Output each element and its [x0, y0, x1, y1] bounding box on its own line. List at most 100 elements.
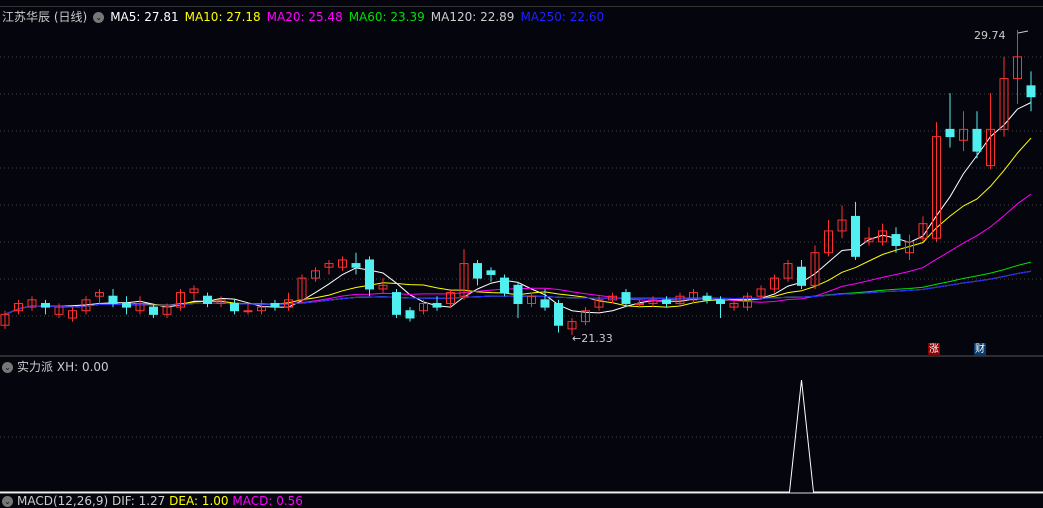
macd-dea: DEA: 1.00: [169, 494, 229, 508]
candle-body: [581, 310, 590, 323]
candle-body: [783, 263, 793, 279]
candle-body: [743, 295, 752, 308]
candle-body: [729, 302, 739, 308]
candle-body: [770, 277, 779, 290]
candle-body: [108, 295, 118, 304]
candle-body: [851, 215, 860, 257]
zhang-badge[interactable]: 涨: [928, 343, 940, 356]
candle-body: [270, 302, 280, 308]
ma-legend-item: MA120: 22.89: [430, 10, 515, 24]
indicator-name: 实力派: [17, 360, 54, 374]
candle-body: [216, 299, 226, 304]
cai-badge[interactable]: 财: [974, 343, 986, 356]
candle-body: [54, 306, 64, 315]
candle-body: [189, 288, 199, 294]
candle-body: [392, 292, 401, 315]
candle-body: [446, 292, 455, 304]
candle-body: [1013, 56, 1022, 80]
high-price-label: 29.74: [974, 29, 1006, 42]
candle-body: [338, 259, 347, 268]
chart-title-bar: 江苏华辰 (日线) ⌄ MA5: 27.81 MA10: 27.18 MA20: 25.…: [2, 8, 616, 25]
candle-body: [95, 292, 104, 297]
candle-body: [0, 313, 10, 326]
indicator-value: XH: 0.00: [56, 360, 109, 374]
candle-body: [945, 128, 955, 138]
candle-body: [932, 136, 941, 239]
macd-header: ⌄ MACD(12,26,9) DIF: 1.27 DEA: 1.00 MACD:…: [2, 494, 303, 508]
candle-body: [689, 292, 698, 301]
candle-body: [567, 321, 577, 330]
collapse-chevron-icon[interactable]: ⌄: [2, 362, 13, 373]
candle-body: [81, 299, 91, 312]
candle-body: [176, 292, 185, 308]
candle-body: [608, 295, 617, 301]
xh-line: [0, 379, 1043, 493]
high-arrow: [1017, 30, 1029, 34]
candle-body: [351, 263, 361, 268]
candle-body: [257, 306, 266, 312]
candle-body: [662, 299, 671, 304]
candle-body: [378, 284, 388, 290]
candle-body: [230, 302, 239, 312]
candle-body: [594, 299, 604, 308]
candle-body: [878, 230, 887, 243]
candle-body: [621, 292, 631, 304]
candle-body: [635, 302, 644, 305]
candle-body: [675, 295, 685, 304]
candle-body: [135, 302, 145, 312]
candle-body: [365, 259, 374, 290]
ma-legend-item: MA20: 25.48: [266, 10, 343, 24]
candle-body: [500, 277, 509, 294]
candle-body: [797, 266, 806, 286]
stock-title: 江苏华辰 (日线): [2, 10, 88, 24]
candle-body: [324, 263, 334, 268]
ma-legend-item: MA250: 22.60: [520, 10, 605, 24]
ma-legend-item: MA5: 27.81: [110, 10, 179, 24]
candle-body: [513, 284, 523, 304]
candle-body: [864, 237, 874, 243]
indicator-header: ⌄ 实力派 XH: 0.00: [2, 358, 109, 375]
candle-body: [918, 223, 928, 239]
candle-body: [999, 78, 1009, 130]
candle-body: [756, 288, 766, 297]
candle-body: [959, 128, 968, 141]
candle-body: [68, 310, 77, 319]
low-price-label: ←21.33: [572, 332, 613, 345]
candle-body: [554, 302, 563, 326]
candle-body: [716, 299, 725, 304]
candle-body: [27, 299, 37, 308]
candle-body: [122, 302, 131, 308]
macd-value: MACD: 0.56: [232, 494, 303, 508]
candle-body: [14, 302, 23, 312]
top-toolbar-strip: [0, 0, 1043, 7]
candle-body: [459, 263, 469, 297]
candle-body: [837, 219, 847, 232]
candle-body: [648, 299, 658, 304]
candle-body: [419, 302, 428, 312]
candle-body: [824, 230, 833, 254]
macd-name: MACD(12,26,9): [17, 494, 109, 508]
macd-dif: DIF: 1.27: [111, 494, 166, 508]
candle-body: [810, 252, 820, 286]
candle-body: [891, 234, 901, 246]
candle-body: [432, 302, 442, 308]
candle-body: [149, 306, 158, 315]
candle-body: [486, 270, 496, 275]
candle-body: [986, 128, 995, 167]
candle-body: [284, 299, 293, 308]
candle-body: [297, 277, 307, 301]
collapse-chevron-icon[interactable]: ⌄: [93, 12, 105, 23]
candle-body: [405, 310, 415, 319]
candle-body: [473, 263, 482, 279]
candle-body: [527, 295, 536, 304]
ma-legend-item: MA10: 27.18: [184, 10, 261, 24]
ma-legend-item: MA60: 23.39: [348, 10, 425, 24]
candle-body: [1026, 85, 1036, 98]
candle-body: [41, 302, 50, 308]
candle-body: [311, 270, 320, 279]
candle-body: [540, 299, 550, 308]
candle-body: [972, 128, 982, 152]
candle-body: [243, 310, 253, 313]
candle-body: [905, 241, 914, 254]
